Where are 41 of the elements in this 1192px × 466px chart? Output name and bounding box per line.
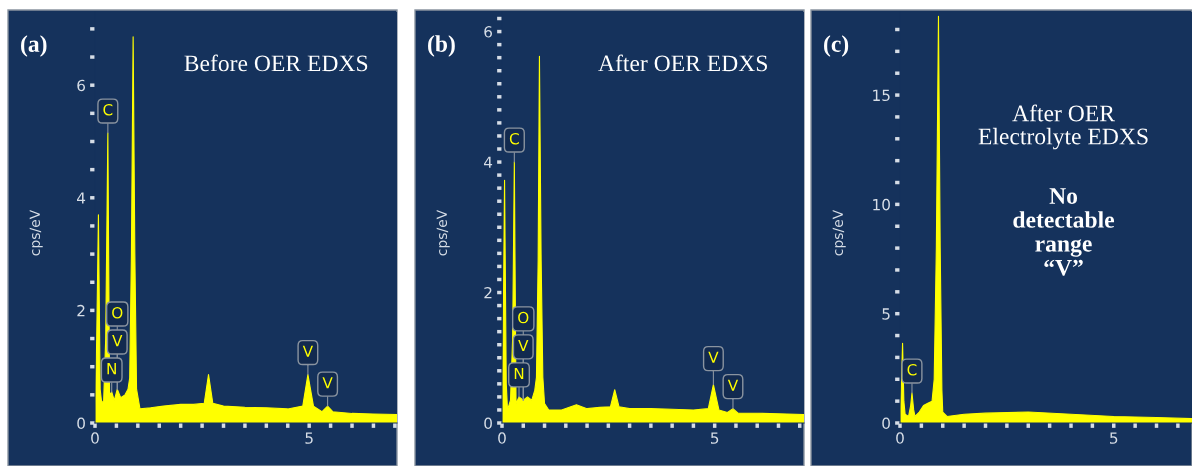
annotation: C [103,103,113,116]
x-tick-label: 5 [711,432,719,444]
y-tick-label: 0 [882,417,890,430]
annotation: V [727,379,739,391]
annotation: V [518,339,529,352]
x-tick-label: 5 [1110,432,1118,444]
text: (b) [428,35,455,57]
y-tick-label: 0 [484,417,492,430]
annotation: C [907,363,917,376]
annotation: O [112,306,123,319]
y-tick-label: 6 [484,26,493,38]
y-tick-label: 5 [882,308,890,320]
annotation: After OER EDXS [598,54,767,72]
y-axis-title: cps/eV [436,209,450,256]
y-axis-title: cps/eV [29,209,43,256]
y-axis-title: cps/eV [832,209,846,256]
annotation: After OER Electrolyte EDXS [978,104,1148,150]
annotation: No detectable range “V” [1013,188,1115,276]
x-tick-label: 5 [305,432,313,444]
annotation: Before OER EDXS [184,54,368,72]
y-tick-label: 4 [77,192,86,204]
annotation: V [708,351,719,363]
annotation: V [302,345,313,357]
y-tick-label: 15 [873,89,890,102]
annotation: V [112,335,123,347]
x-tick-label: 0 [498,432,506,444]
y-tick-label: 2 [484,286,492,299]
text: (a) [21,35,47,57]
y-tick-label: 4 [484,156,493,168]
annotation: N [107,363,116,375]
text: (c) [824,35,849,57]
y-tick-label: 6 [77,79,86,92]
annotation: V [322,377,333,389]
x-tick-label: 0 [91,432,99,444]
y-tick-label: 10 [873,198,890,211]
annotation: C [509,132,519,145]
annotation: O [518,311,529,324]
x-tick-label: 0 [896,432,904,444]
annotation: N [514,367,524,380]
y-tick-label: 2 [77,304,85,317]
y-tick-label: 0 [77,417,85,430]
